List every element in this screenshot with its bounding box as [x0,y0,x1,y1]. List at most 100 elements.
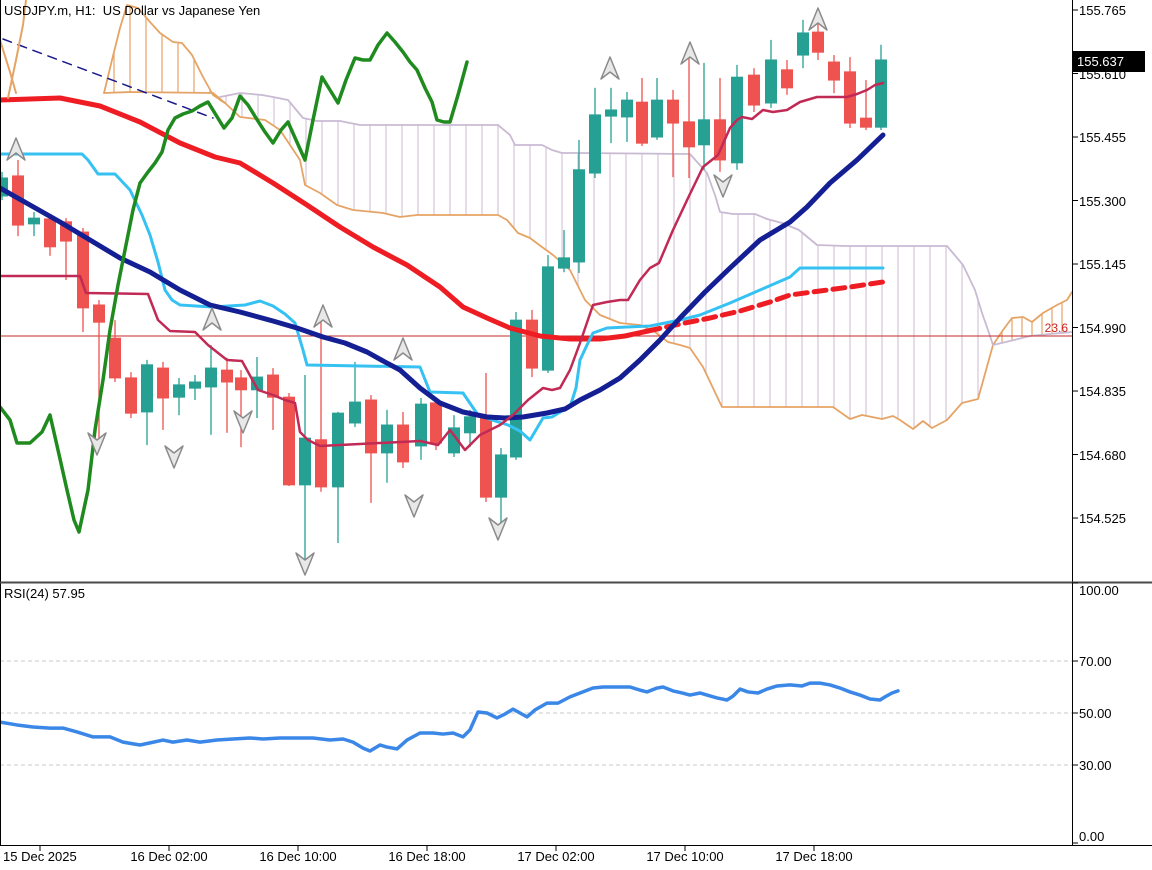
price-axis-label: 154.680 [1079,447,1126,463]
candle-body [299,437,311,486]
kumo-past-orange-upper-boundary [103,4,226,104]
candle-body [589,114,601,174]
candle-body [542,266,554,371]
chart-title: USDJPY.m, H1: US Dollar vs Japanese Yen [4,3,261,18]
down-arrow-marker[interactable] [713,174,733,198]
fib-level-label: 23.6 [1044,321,1068,335]
tenkan-line [0,81,885,452]
down-arrow-marker[interactable] [164,445,184,469]
price-axis-label: 155.145 [1079,257,1126,272]
candle-body [28,217,40,225]
candle-body [875,59,887,128]
time-axis-label: 17 Dec 02:00 [517,849,595,864]
candle-body [526,319,538,369]
senkou-left-a [0,39,17,94]
time-axis-label: 16 Dec 02:00 [130,849,208,864]
rsi-axis-label: 70.00 [1079,654,1112,669]
candle-body [464,416,476,434]
time-axis-label: 15 Dec 2025 [3,849,77,864]
candle-body [683,121,695,148]
candle-body [480,414,492,498]
rsi-axis-label: 30.00 [1079,758,1112,773]
up-arrow-marker[interactable] [680,41,700,65]
senkou-left-b [7,0,27,99]
up-arrow-marker[interactable] [202,307,222,331]
time-axis-label: 17 Dec 10:00 [646,849,724,864]
price-axis-label: 154.990 [1079,320,1126,336]
down-arrow-marker[interactable] [87,432,107,456]
candle-body [93,304,105,323]
candle-body [173,384,185,398]
candle-body [495,454,507,498]
down-arrow-marker[interactable] [233,410,253,434]
candle-body [77,231,89,309]
candle-body [667,99,679,124]
candle-body [510,319,522,458]
ma-red-slow-dashed-tail [645,279,886,334]
rsi-indicator-label: RSI(24) 57.95 [4,586,85,601]
down-arrow-marker[interactable] [404,494,424,518]
price-axis-label: 155.610 [1079,66,1126,82]
up-arrow-marker[interactable] [393,337,413,361]
candle-body [332,412,344,488]
candlestick-series [0,12,887,573]
candle-body [235,377,247,391]
candle-body [315,439,327,488]
candle-body [573,169,585,263]
rsi-line [0,681,900,753]
candle-body [205,367,217,388]
up-arrow-marker[interactable] [313,304,333,328]
candle-body [44,218,56,248]
candle-body [860,117,872,128]
candle-body [141,364,153,413]
candle-body [748,74,760,106]
up-arrow-marker[interactable] [600,56,620,80]
ma-red-slow [0,95,651,342]
time-axis-label: 17 Dec 18:00 [775,849,853,864]
candle-body [109,337,121,379]
candle-body [397,424,409,463]
candle-body [189,381,201,389]
time-axis-label: 16 Dec 10:00 [259,849,337,864]
kumo-main-upper-boundary [219,92,994,346]
candle-body [448,427,460,454]
candle-body [221,369,233,383]
candle-body [781,69,793,89]
candle-body [797,32,809,56]
candle-body [0,177,8,197]
candle-body [349,401,361,424]
candle-body [415,403,427,447]
trendline[interactable] [2,38,214,119]
candle-body [812,31,824,53]
price-axis-label: 155.765 [1079,3,1126,18]
candle-body [157,367,169,399]
rsi-axis-label: 100.00 [1079,583,1119,598]
price-axis-label: 155.455 [1079,130,1126,145]
time-axis-label: 16 Dec 18:00 [388,849,466,864]
rsi-axis-label: 50.00 [1079,706,1112,721]
price-axis-label: 155.300 [1079,193,1126,209]
kumo-main-lower-boundary [219,99,994,430]
kumo-past-orange-lower-boundary [103,91,226,104]
down-arrow-marker[interactable] [295,552,315,576]
candle-body [125,377,137,414]
candle-body [430,402,442,444]
candle-body [636,101,648,144]
candle-body [621,99,633,118]
candle-body [365,399,377,454]
candle-body [267,374,279,398]
rsi-axis-label: 0.00 [1079,829,1105,844]
candle-body [765,59,777,104]
candle-body [828,61,840,81]
candle-body [283,396,295,486]
kumo-future-orange-upper-boundary [992,291,1073,346]
ma-navy [0,132,886,421]
up-arrow-marker[interactable] [808,7,828,31]
down-arrow-marker[interactable] [488,517,508,541]
up-arrow-marker[interactable] [6,137,26,161]
candle-body [698,119,710,146]
candle-body [605,109,617,117]
current-price-box: 155.637 [1072,51,1145,72]
